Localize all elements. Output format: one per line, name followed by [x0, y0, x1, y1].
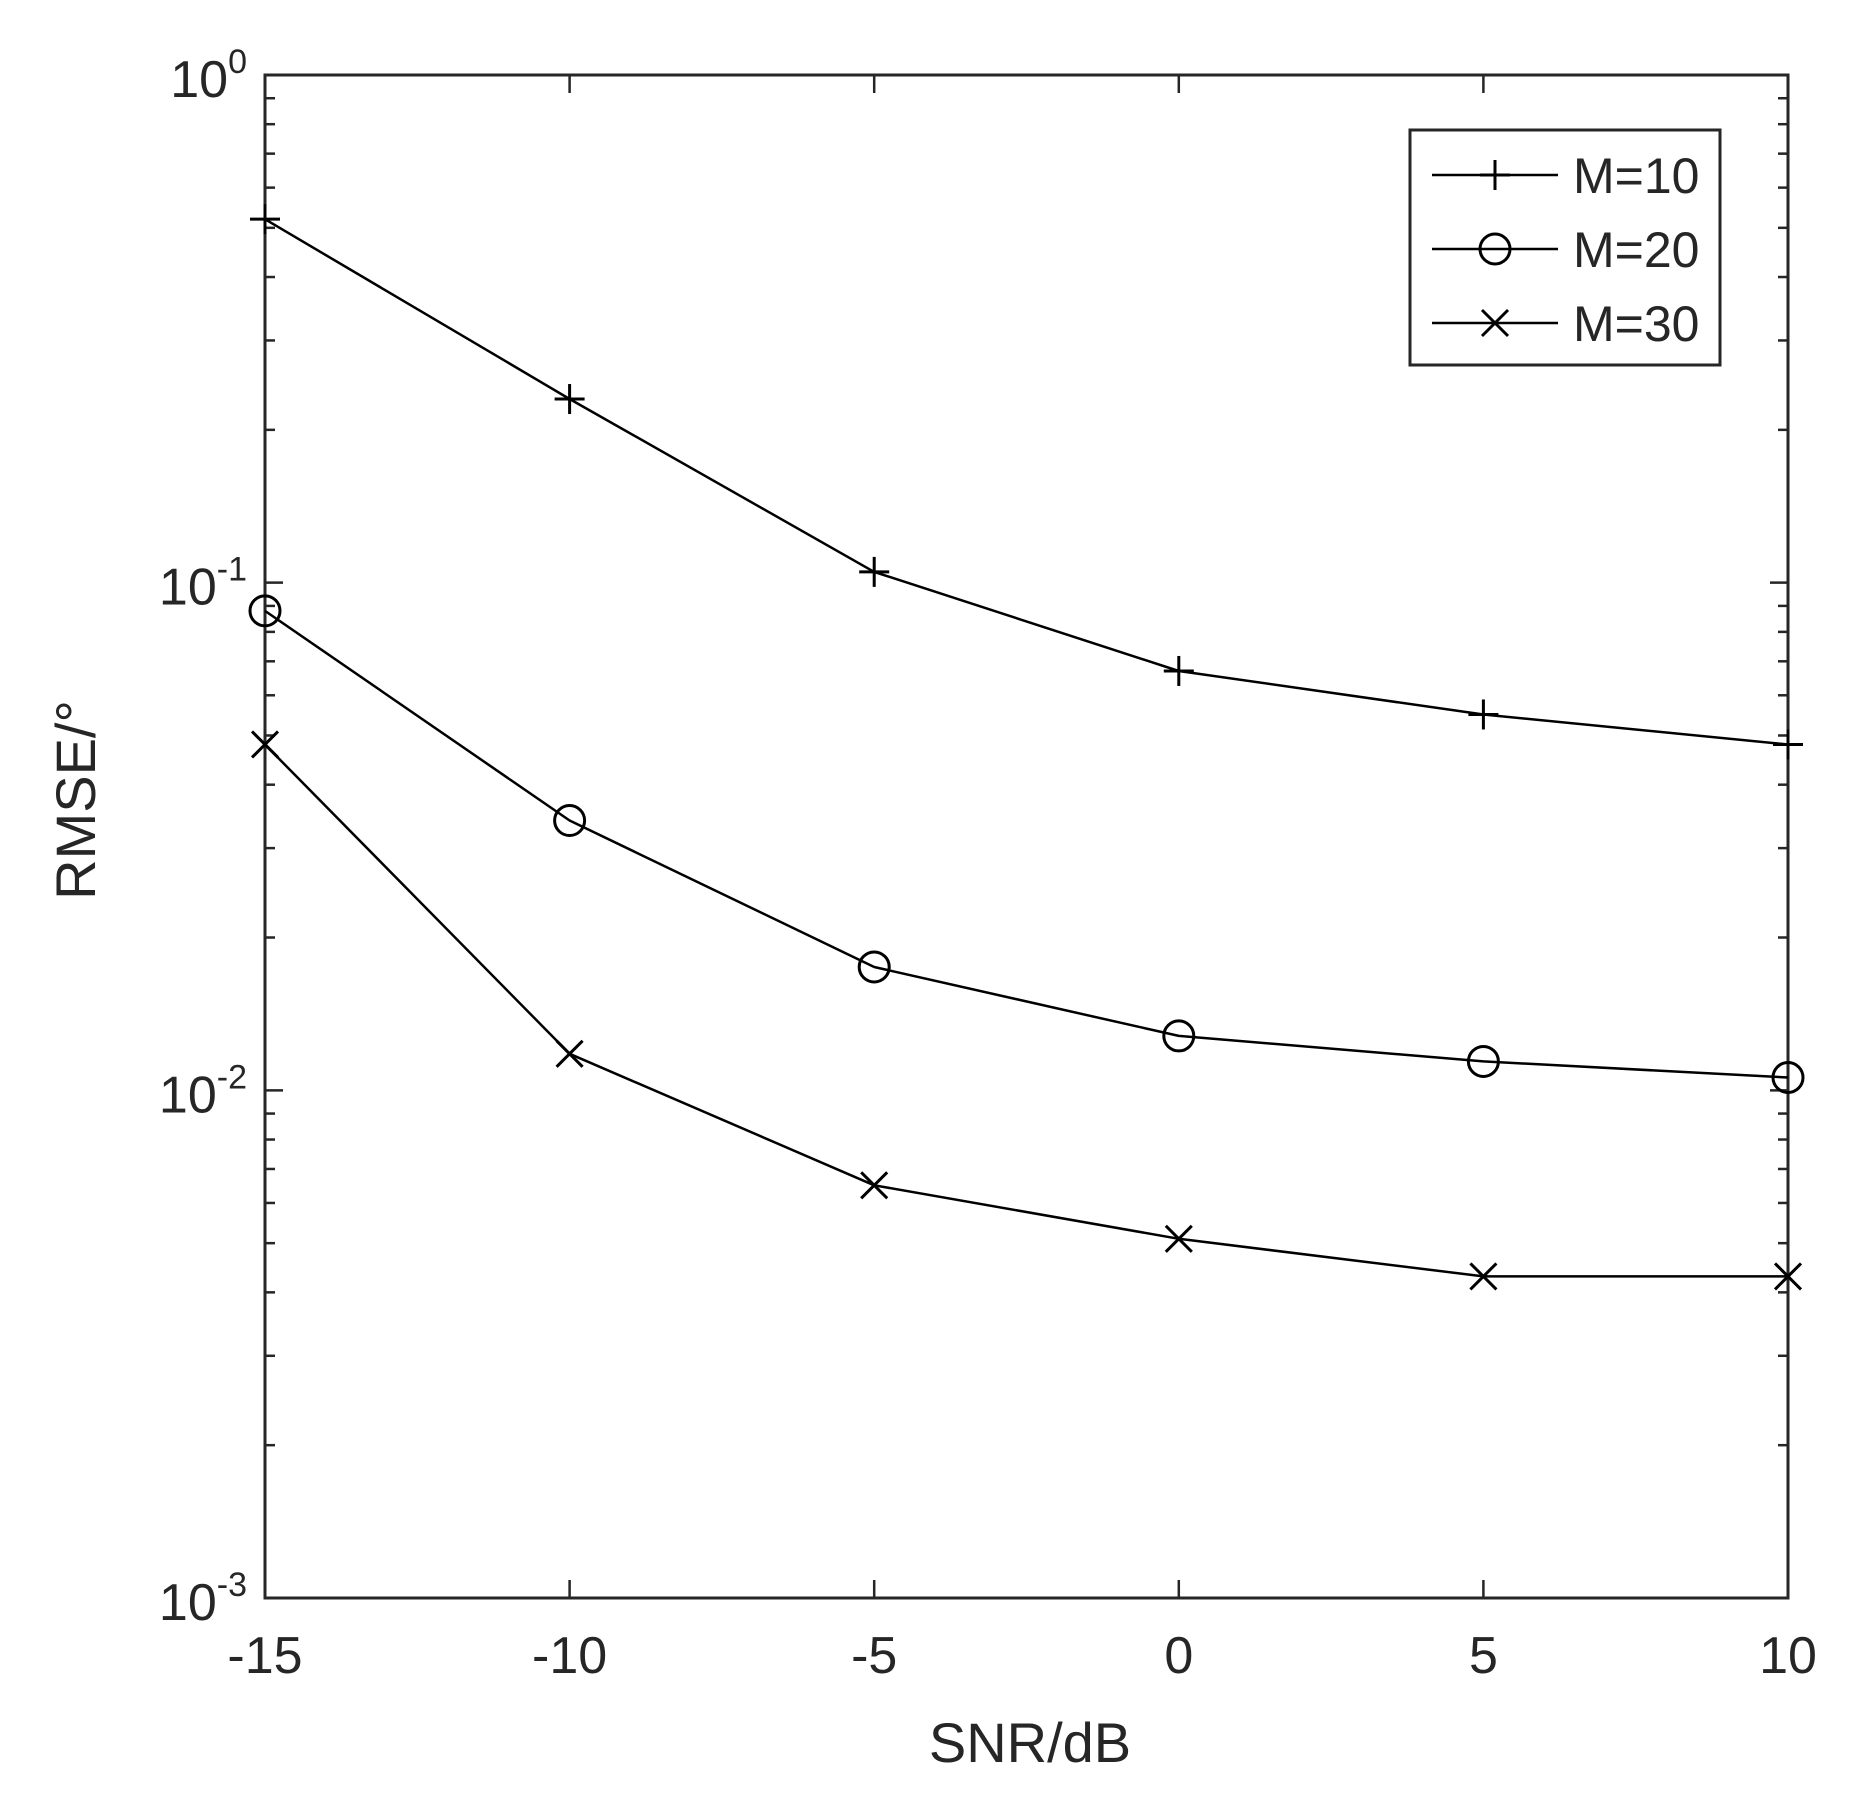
cross-marker	[860, 1171, 889, 1200]
circle-marker	[857, 950, 891, 984]
cross-marker	[1469, 1262, 1498, 1291]
cross-marker	[250, 730, 280, 759]
legend-item: M=10	[1432, 148, 1699, 204]
x-tick-labels: -15 -10 -5 0 5 10	[227, 1627, 1817, 1685]
series-line	[264, 218, 1789, 746]
series-3	[250, 730, 1803, 1291]
series-line	[264, 609, 1789, 1079]
cross-marker	[1164, 1224, 1193, 1253]
x-tick-label: -15	[227, 1627, 302, 1685]
legend-item: M=20	[1432, 222, 1699, 278]
legend-label: M=30	[1573, 296, 1699, 352]
x-axis-title: SNR/dB	[929, 1711, 1131, 1774]
series-layer	[248, 204, 1805, 1291]
y-tick-label: 10-3	[159, 1566, 247, 1632]
legend: M=10 M=20 M=30	[1408, 128, 1722, 367]
series-line	[264, 743, 1788, 1278]
y-tick-label: 100	[170, 43, 247, 109]
y-axis-title: RMSE/°	[44, 700, 107, 900]
cross-marker	[1773, 1262, 1803, 1291]
legend-item: M=30	[1432, 296, 1699, 352]
x-tick-label: 10	[1759, 1627, 1817, 1685]
cross-marker	[1480, 308, 1510, 338]
circle-marker	[1162, 1019, 1196, 1053]
legend-label: M=20	[1573, 222, 1699, 278]
y-tick-label: 10-2	[159, 1058, 247, 1124]
x-tick-label: -5	[851, 1627, 897, 1685]
x-tick-label: 0	[1164, 1627, 1193, 1685]
legend-box	[1408, 128, 1722, 367]
circle-marker	[1466, 1044, 1500, 1078]
legend-label: M=10	[1573, 148, 1699, 204]
x-tick-label: 5	[1469, 1627, 1498, 1685]
y-tick-label: 10-1	[159, 551, 247, 617]
circle-marker	[553, 804, 587, 838]
circle-marker	[1478, 232, 1512, 266]
series-2	[248, 594, 1805, 1094]
series-1	[250, 204, 1803, 760]
plot-frame	[263, 73, 1790, 1600]
y-tick-labels: 10-3 10-2 10-1 100	[159, 43, 247, 1632]
x-tick-label: -10	[532, 1627, 607, 1685]
circle-marker	[1771, 1060, 1805, 1094]
circle-marker	[248, 594, 282, 628]
cross-marker	[555, 1039, 584, 1068]
